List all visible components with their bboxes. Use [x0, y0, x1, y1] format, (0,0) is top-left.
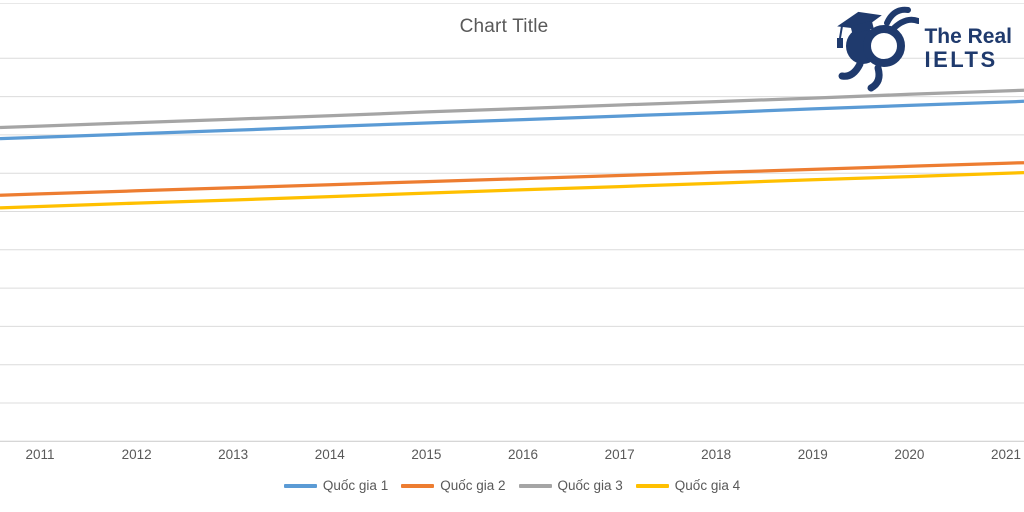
x-axis-label: 2016 [507, 447, 539, 462]
logo-text-line2: IELTS [924, 47, 998, 73]
legend-item-4: Quốc gia 4 [635, 478, 741, 493]
x-axis-label: 2019 [797, 447, 828, 462]
x-axis-label: 2011 [25, 447, 55, 462]
logo-text-line1: The Real [924, 25, 1012, 49]
logo-text: The Real IELTS [924, 25, 1012, 73]
legend-marker [401, 483, 435, 488]
graduate-rabbit-mascot-icon [837, 6, 920, 92]
legend-label: Quốc gia 4 [674, 478, 741, 493]
series-line-1 [0, 99, 1024, 141]
top-border-line [0, 3, 1024, 4]
tassel [837, 38, 844, 48]
chart-title: Chart Title [459, 16, 549, 37]
x-axis-label: 2015 [411, 447, 442, 462]
logo: The Real IELTS [835, 5, 1012, 93]
legend-marker [518, 483, 552, 488]
x-axis-label: 2018 [701, 447, 732, 462]
mascot-eye-ring [863, 25, 906, 67]
x-axis-label: 2013 [218, 447, 249, 462]
legend-item-1: Quốc gia 1 [283, 478, 389, 493]
series-line-4 [0, 170, 1024, 210]
legend-label: Quốc gia 3 [557, 478, 623, 493]
legend-label: Quốc gia 2 [440, 478, 506, 493]
legend-label: Quốc gia 1 [322, 478, 389, 493]
x-axis-label: 2014 [314, 447, 345, 462]
series-line-3 [0, 88, 1024, 130]
legend: Quốc gia 1 Quốc gia 2 Quốc gia 3 Quốc gia 4 [0, 478, 1024, 493]
legend-item-2: Quốc gia 2 [401, 478, 506, 493]
legend-marker [283, 483, 317, 488]
x-axis-label: 2012 [121, 447, 152, 462]
legend-item-3: Quốc gia 3 [518, 478, 623, 493]
x-axis-label: 2021 [990, 447, 1022, 462]
x-axis-label: 2020 [894, 447, 925, 462]
legend-marker [635, 483, 669, 488]
x-axis-label: 2017 [604, 447, 635, 462]
graduation-cap-icon [837, 11, 883, 34]
series-line-2 [0, 161, 1024, 197]
